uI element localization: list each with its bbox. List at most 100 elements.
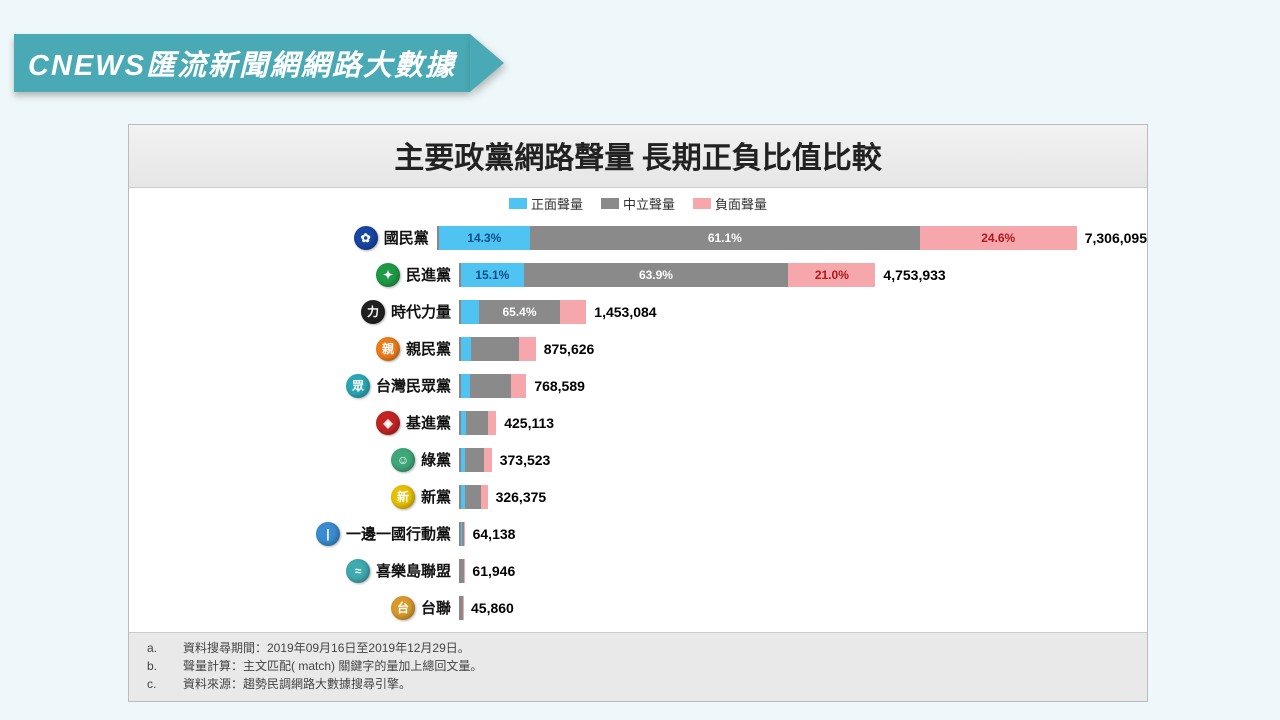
row-label-col: ◈ 基進黨 (129, 411, 459, 435)
segment-negative (484, 448, 491, 472)
banner-text: CNEWS匯流新聞網網路大數據 (14, 34, 470, 92)
segment-neutral: 61.1% (530, 226, 920, 250)
legend-item-negative: 負面聲量 (693, 194, 767, 213)
bar-track: 15.1%63.9%21.0% (459, 263, 875, 287)
chart-row: 親親民黨 875,626 (129, 330, 1147, 367)
row-total: 4,753,933 (883, 267, 945, 283)
legend-label-positive: 正面聲量 (531, 194, 583, 213)
segment-positive: 14.3% (439, 226, 530, 250)
row-bar-col: 875,626 (459, 337, 1147, 361)
row-bar-col: 326,375 (459, 485, 1147, 509)
row-total: 373,523 (500, 452, 551, 468)
legend-label-neutral: 中立聲量 (623, 194, 675, 213)
row-bar-col: 65.4%1,453,084 (459, 300, 1147, 324)
row-total: 45,860 (471, 600, 514, 616)
row-total: 326,375 (496, 489, 547, 505)
chart-row: ✦民進黨15.1%63.9%21.0% 4,753,933 (129, 256, 1147, 293)
party-label: 基進黨 (406, 412, 451, 433)
party-icon: ≈ (346, 559, 370, 583)
segment-negative: 21.0% (788, 263, 875, 287)
row-bar-col: 425,113 (459, 411, 1147, 435)
party-icon: ☺ (391, 448, 415, 472)
segment-neutral: 63.9% (524, 263, 789, 287)
row-label-col: 力時代力量 (129, 300, 459, 324)
bar-track (459, 337, 536, 361)
footnote-b: b. 聲量計算：主文匹配( match) 關鍵字的量加上總回文量。 (147, 657, 1129, 675)
segment-neutral (465, 448, 484, 472)
chart-row: ◈ 基進黨 425,113 (129, 404, 1147, 441)
party-icon: ◈ (376, 411, 400, 435)
row-total: 64,138 (473, 526, 516, 542)
party-label: 喜樂島聯盟 (376, 560, 451, 581)
legend-label-negative: 負面聲量 (715, 194, 767, 213)
party-label: 國民黨 (384, 227, 429, 248)
bar-track (459, 374, 526, 398)
party-icon: 新 (391, 485, 415, 509)
row-bar-col: 64,138 (459, 522, 1147, 546)
party-label: 一邊一國行動黨 (346, 523, 451, 544)
segment-negative (481, 485, 487, 509)
bar-track: 14.3%61.1%24.6% (437, 226, 1077, 250)
footnotes: a. 資料搜尋期間：2019年09月16日至2019年12月29日。 b. 聲量… (129, 632, 1147, 701)
row-label-col: 新新黨 (129, 485, 459, 509)
legend-swatch-positive (509, 198, 527, 209)
legend-item-neutral: 中立聲量 (601, 194, 675, 213)
row-bar-col: 15.1%63.9%21.0% 4,753,933 (459, 263, 1147, 287)
segment-positive (461, 300, 479, 324)
bar-track (459, 411, 496, 435)
row-label-col: ≈ 喜樂島聯盟 (129, 559, 459, 583)
party-label: 綠黨 (421, 449, 451, 470)
segment-neutral (466, 411, 488, 435)
segment-positive: 15.1% (461, 263, 524, 287)
chart-rows: ✿ 國民黨 14.3%61.1%24.6% 7,306,095 ✦民進黨15.1%63.… (129, 217, 1147, 632)
row-label-col: 親親民黨 (129, 337, 459, 361)
row-bar-col: 61,946 (459, 559, 1147, 583)
footnote-c: c. 資料來源：趨勢民調網路大數據搜尋引擎。 (147, 675, 1129, 693)
header-banner: CNEWS匯流新聞網網路大數據 (14, 34, 504, 92)
row-label-col: ✦民進黨 (129, 263, 459, 287)
row-bar-col: 14.3%61.1%24.6% 7,306,095 (437, 226, 1147, 250)
bar-track (459, 448, 492, 472)
row-label-col: 台台聯 (129, 596, 459, 620)
segment-neutral: 65.4% (479, 300, 561, 324)
banner-arrow-icon (470, 34, 504, 92)
segment-negative: 24.6% (920, 226, 1077, 250)
chart-title: 主要政黨網路聲量 長期正負比值比較 (129, 133, 1147, 177)
segment-neutral (465, 485, 481, 509)
bar-track (459, 522, 465, 546)
bar-track: 65.4% (459, 300, 586, 324)
segment-neutral (471, 337, 518, 361)
bar-track (459, 596, 463, 620)
segment-negative (560, 300, 586, 324)
segment-negative (464, 522, 465, 546)
bar-track (459, 559, 464, 583)
row-total: 875,626 (544, 341, 595, 357)
legend-item-positive: 正面聲量 (509, 194, 583, 213)
party-icon: 台 (391, 596, 415, 620)
party-icon: 力 (361, 300, 385, 324)
chart-legend: 正面聲量 中立聲量 負面聲量 (129, 188, 1147, 217)
segment-negative (464, 559, 465, 583)
chart-row: 眾台灣民眾黨768,589 (129, 367, 1147, 404)
party-label: 台聯 (421, 597, 451, 618)
party-icon: ✿ (354, 226, 378, 250)
legend-swatch-negative (693, 198, 711, 209)
segment-positive (461, 337, 471, 361)
party-label: 民進黨 (406, 264, 451, 285)
segment-neutral (470, 374, 510, 398)
chart-title-bar: 主要政黨網路聲量 長期正負比值比較 (129, 125, 1147, 188)
party-label: 親民黨 (406, 338, 451, 359)
bar-track (459, 485, 488, 509)
chart-row: | 一邊一國行動黨 64,138 (129, 515, 1147, 552)
chart-row: ≈ 喜樂島聯盟 61,946 (129, 552, 1147, 589)
party-icon: | (316, 522, 340, 546)
row-total: 61,946 (472, 563, 515, 579)
row-bar-col: 45,860 (459, 596, 1147, 620)
chart-row: 新新黨 326,375 (129, 478, 1147, 515)
segment-negative (511, 374, 527, 398)
row-total: 7,306,095 (1085, 230, 1147, 246)
party-icon: 親 (376, 337, 400, 361)
row-total: 425,113 (504, 415, 554, 431)
party-icon: 眾 (346, 374, 370, 398)
footnote-a: a. 資料搜尋期間：2019年09月16日至2019年12月29日。 (147, 639, 1129, 657)
